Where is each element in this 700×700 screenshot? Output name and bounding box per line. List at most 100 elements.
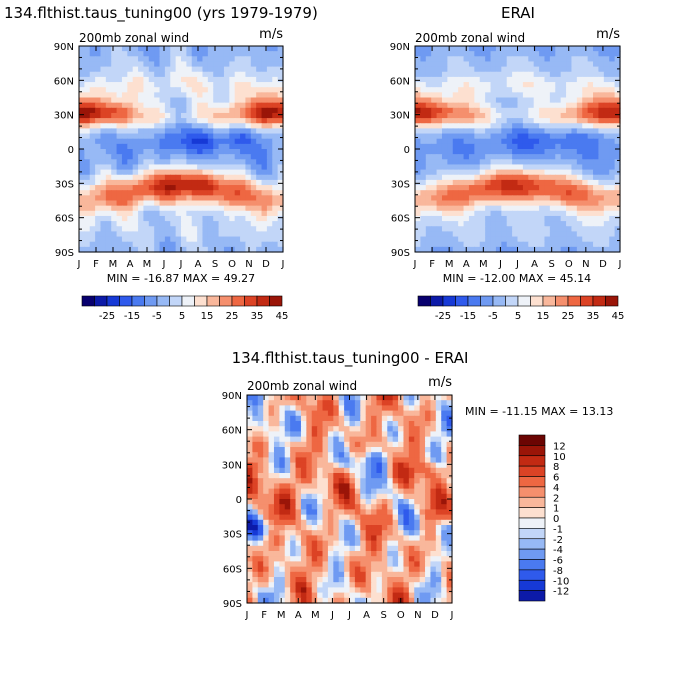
contour-cell [490,200,497,207]
contour-cell [571,102,578,109]
contour-cell [191,87,198,93]
contour-cell [549,92,556,99]
contour-cell [268,566,275,573]
contour-cell [501,210,508,217]
contour-cell [566,87,573,93]
contour-cell [528,92,535,99]
contour-cell [100,210,107,217]
contour-cell [311,452,318,458]
contour-cell [436,174,443,181]
contour-cell [159,149,166,155]
contour-cell [132,246,139,253]
contour-cell [360,509,367,516]
contour-cell [257,587,264,594]
contour-cell [116,179,123,186]
contour-cell [376,405,383,412]
contour-cell [207,149,214,155]
contour-cell [425,164,432,171]
contour-cell [560,200,567,207]
contour-cell [327,561,334,568]
contour-cell [392,582,399,588]
contour-cell [539,138,546,145]
contour-cell [247,457,253,464]
contour-cell [240,102,247,109]
contour-cell [327,597,334,604]
contour-cell [181,128,187,135]
contour-cell [555,215,562,222]
contour-cell [256,92,263,99]
contour-cell [392,592,399,599]
contour-cell [127,185,134,191]
contour-cell [371,410,378,417]
contour-cell [268,447,275,453]
contour-cell [84,205,91,212]
contour-cell [593,138,600,145]
contour-cell [528,205,535,212]
contour-cell [576,76,583,83]
contour-cell [566,231,573,238]
contour-cell [414,405,421,412]
contour-cell [207,97,214,104]
contour-cell [381,405,388,412]
contour-cell [392,395,399,401]
contour-cell [159,138,166,145]
contour-cell [100,97,107,104]
contour-cell [327,545,334,552]
contour-cell [495,102,502,109]
contour-cell [420,210,427,217]
contour-cell [213,241,220,248]
contour-cell [501,118,508,124]
contour-cell [430,447,437,453]
contour-cell [272,195,279,202]
contour-cell [105,143,112,150]
contour-cell [277,164,284,171]
contour-cell [170,154,177,160]
contour-cell [186,231,193,238]
contour-cell [311,582,318,588]
colorbar-box [518,528,546,540]
contour-cell [273,431,280,438]
contour-cell [420,195,427,202]
contour-cell [419,478,426,484]
contour-cell [300,566,307,573]
contour-cell [317,597,324,604]
contour-cell [603,246,610,253]
contour-cell [419,441,426,448]
contour-cell [256,215,263,222]
contour-cell [458,174,465,181]
contour-cell [273,478,280,484]
contour-cell [127,82,134,88]
contour-cell [256,226,263,232]
contour-cell [468,154,475,160]
contour-cell [420,174,427,181]
contour-cell [322,504,329,510]
contour-cell [387,592,394,599]
contour-cell [517,200,524,207]
contour-cell [127,92,134,99]
contour-cell [306,462,313,469]
contour-cell [512,205,519,212]
contour-cell [116,92,123,99]
contour-cell [89,66,96,73]
contour-cell [408,525,415,531]
contour-cell [593,246,600,253]
contour-cell [127,66,134,73]
contour-cell [582,195,589,202]
contour-cell [544,174,551,181]
contour-cell [522,190,529,196]
contour-cell [191,82,198,88]
contour-cell [533,123,540,129]
contour-cell [522,236,529,243]
contour-cell [474,174,481,181]
contour-cell [95,133,102,140]
contour-cell [441,467,448,474]
contour-cell [143,118,150,124]
contour-cell [485,221,492,227]
contour-cell [252,410,259,417]
contour-cell [431,56,438,63]
contour-cell [381,415,388,422]
contour-cell [252,473,259,479]
contour-cell [425,467,432,474]
contour-cell [549,71,556,78]
contour-cell [257,462,264,469]
